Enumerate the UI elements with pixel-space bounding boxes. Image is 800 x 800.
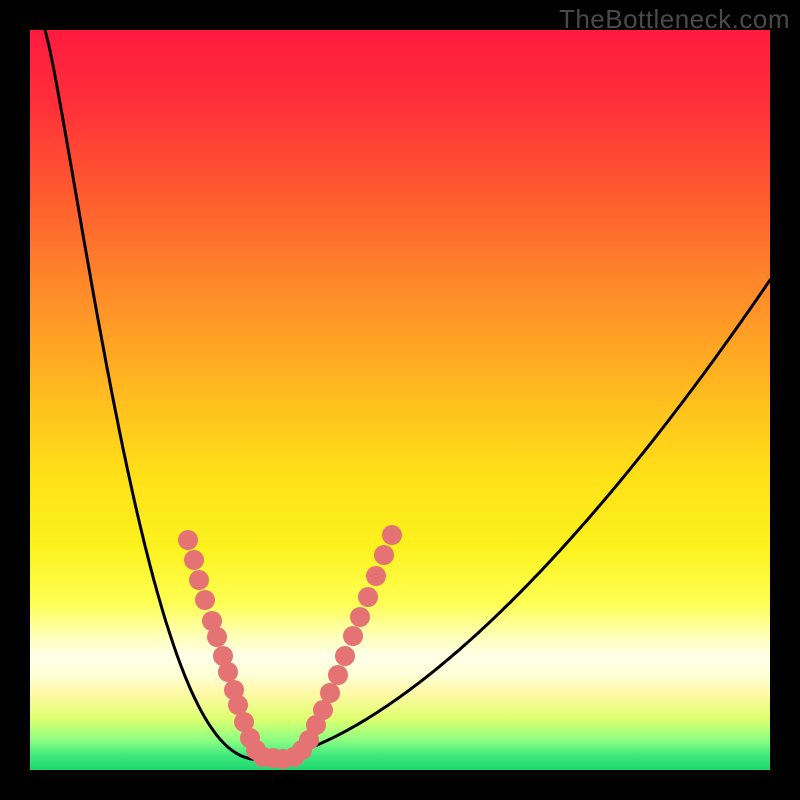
data-marker [366,566,386,586]
data-marker [343,626,363,646]
gradient-background [30,30,770,770]
data-marker [382,525,402,545]
data-marker [335,646,355,666]
data-marker [178,530,198,550]
chart-container: TheBottleneck.com [0,0,800,800]
data-marker [228,695,248,715]
data-marker [374,545,394,565]
watermark-text: TheBottleneck.com [559,4,790,35]
data-marker [207,627,227,647]
data-marker [350,607,370,627]
data-marker [320,683,340,703]
data-marker [195,590,215,610]
bottleneck-chart [0,0,800,800]
data-marker [358,587,378,607]
data-marker [189,570,209,590]
data-marker [328,665,348,685]
data-marker [184,550,204,570]
data-marker [218,662,238,682]
